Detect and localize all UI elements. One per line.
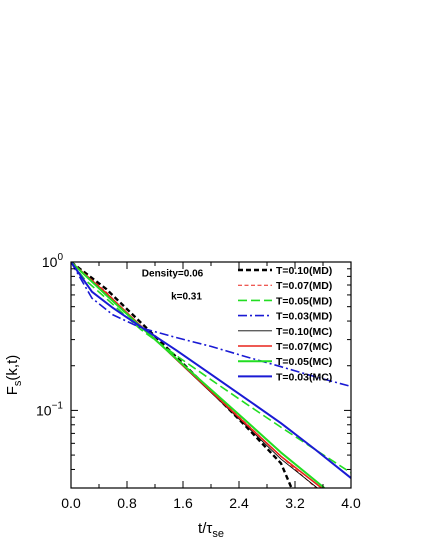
series-line-1 [71,262,293,488]
x-tick-label: 4.0 [341,495,361,511]
legend-label: T=0.03(MD) [276,311,332,323]
legend-label: T=0.05(MD) [276,295,332,307]
x-tick-label: 0.8 [117,495,137,511]
y-tick-label: 10−1 [36,400,63,418]
chart-annotation: k=0.31 [171,291,202,302]
x-axis-label: t/τse [198,520,224,540]
legend-label: T=0.10(MD) [276,265,332,277]
legend: T=0.10(MD) T=0.07(MD) T=0.05(MD) T=0.03(MD)… [238,265,332,383]
series-line-3 [71,262,351,474]
legend-label: T=0.10(MC) [276,326,332,338]
x-tick-label: 0.0 [61,495,81,511]
y-tick-label: 100 [42,252,64,270]
legend-label: T=0.07(MD) [276,280,332,292]
legend-label: T=0.05(MC) [276,356,332,368]
y-axis-label: Fs(k,t) [4,355,24,396]
x-tick-label: 2.4 [229,495,249,511]
x-tick-label: 3.2 [285,495,305,511]
x-tick-label: 1.6 [173,495,193,511]
series-line-8 [71,262,351,479]
series-line-7 [71,262,326,488]
chart-annotation: Density=0.06 [142,268,204,279]
legend-label: T=0.03(MC) [276,371,332,383]
series-line-4 [71,262,351,388]
legend-label: T=0.07(MC) [276,341,332,353]
